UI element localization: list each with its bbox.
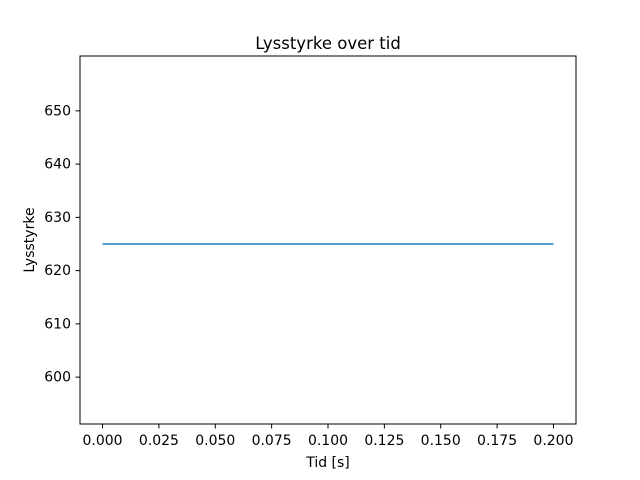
y-tick-label: 640 — [44, 157, 71, 173]
plot-border — [79, 55, 577, 425]
y-axis-label: Lysstyrke — [22, 207, 38, 272]
x-tick-label: 0.100 — [308, 433, 348, 449]
x-tick-label: 0.125 — [364, 433, 404, 449]
x-tick-label: 0.150 — [421, 433, 461, 449]
y-tick-label: 620 — [44, 263, 71, 279]
x-tick-label: 0.050 — [195, 433, 235, 449]
x-tick-label: 0.200 — [533, 433, 573, 449]
x-tick-label: 0.000 — [82, 433, 122, 449]
y-tick-label: 610 — [44, 316, 71, 332]
plot-area — [80, 56, 576, 424]
chart-title: Lysstyrke over tid — [255, 34, 401, 53]
x-tick-label: 0.175 — [477, 433, 517, 449]
x-axis-label: Tid [s] — [305, 455, 350, 471]
x-tick-label: 0.025 — [139, 433, 179, 449]
x-tick-label: 0.075 — [252, 433, 292, 449]
y-tick-label: 650 — [44, 103, 71, 119]
y-tick-label: 600 — [44, 370, 71, 386]
y-tick-label: 630 — [44, 210, 71, 226]
